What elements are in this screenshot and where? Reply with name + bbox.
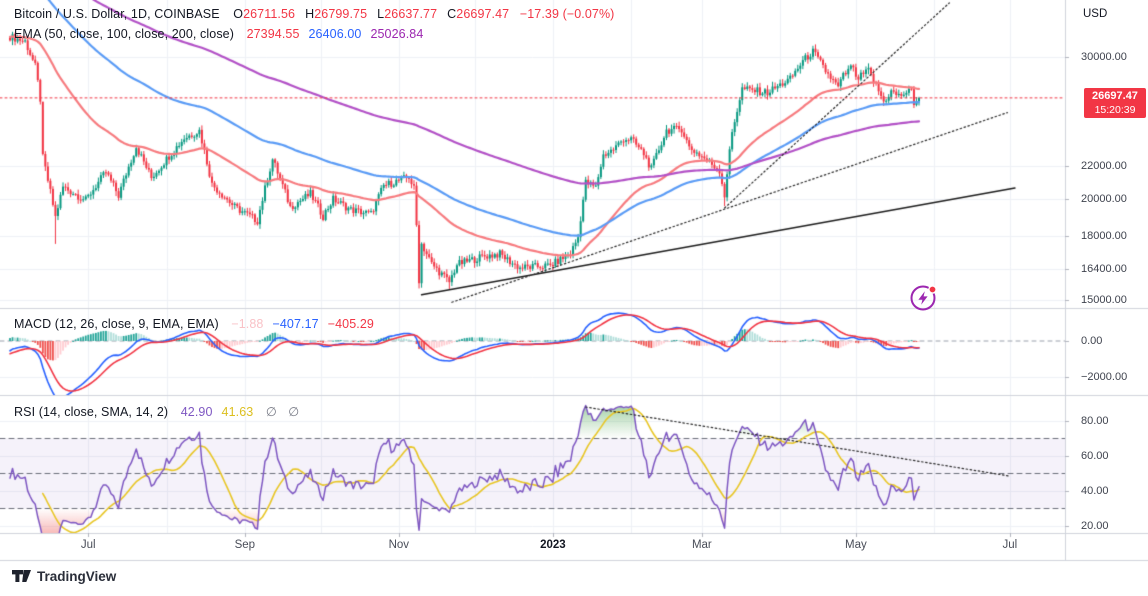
macd-values: −1.88 −407.17 −405.29 [222,317,374,331]
symbol-title: Bitcoin / U.S. Dollar, 1D, COINBASE [14,7,220,21]
ohlc-item: O26711.56 [233,7,296,21]
time-tick-label: Sep [234,539,256,551]
time-tick-label: Mar [691,539,712,551]
last-price-label: 26697.47 15:20:39 [1084,87,1146,118]
indicator-value: 25026.84 [370,27,424,41]
indicator-value: −1.88 [231,317,264,331]
change-value: −17.39 (−0.07%) [519,7,615,21]
ohlc-item: L26637.77 [377,7,438,21]
lightning-icon [910,285,937,311]
ema-legend[interactable]: EMA (50, close, 100, close, 200, close) … [14,27,423,41]
rsi-tick-label: 40.00 [1081,485,1109,497]
ohlc-item: H26799.75 [305,7,368,21]
price-tick-label: 30000.00 [1081,51,1127,63]
macd-title: MACD (12, 26, close, 9, EMA, EMA) [14,317,219,331]
rsi-empty-set-values: ∅ ∅ [265,405,304,419]
ema-values: 27394.55 26406.00 25026.84 [238,27,424,41]
rsi-legend[interactable]: RSI (14, close, SMA, 14, 2) 42.90 41.63 ∅… [14,404,303,419]
time-tick-label: Nov [388,539,410,551]
macd-tick-label: 0.00 [1081,335,1103,347]
ema-title: EMA (50, close, 100, close, 200, close) [14,27,234,41]
flash-boost-button[interactable] [906,280,940,314]
price-tick-label: 15000.00 [1081,293,1127,306]
price-tick-label: 22000.00 [1081,159,1127,172]
indicator-value: 42.90 [180,405,213,419]
rsi-values: 42.90 41.63 [172,405,254,419]
time-tick-label: Jul [1002,539,1018,551]
macd-tick-label: −2000.00 [1081,371,1128,383]
tradingview-logo-text: TradingView [37,568,117,584]
indicator-value: −407.17 [272,317,319,331]
rsi-title: RSI (14, close, SMA, 14, 2) [14,405,169,419]
indicator-value: 27394.55 [246,27,300,41]
rsi-tick-label: 80.00 [1081,415,1109,427]
price-axis-currency: USD [1083,8,1108,20]
symbol-legend[interactable]: Bitcoin / U.S. Dollar, 1D, COINBASE O267… [14,7,614,21]
time-tick-label: May [845,539,867,551]
indicator-value: −405.29 [327,317,374,331]
rsi-tick-label: 20.00 [1081,520,1109,532]
tradingview-logo-icon [12,570,31,582]
price-tick-label: 16400.00 [1081,262,1127,275]
tradingview-logo[interactable]: TradingView [12,566,116,586]
countdown-timer: 15:20:39 [1094,103,1136,116]
indicator-value: 26406.00 [308,27,362,41]
price-tick-label: 18000.00 [1081,230,1127,243]
price-tick-label: 20000.00 [1081,193,1127,206]
ohlc-item: C26697.47 [447,7,510,21]
ohlc-values: O26711.56 H26799.75 L26637.77 C26697.47 [223,7,509,21]
macd-legend[interactable]: MACD (12, 26, close, 9, EMA, EMA) −1.88−… [14,317,374,331]
last-price-value: 26697.47 [1092,89,1138,102]
time-tick-label: Jul [80,539,96,551]
rsi-tick-label: 60.00 [1081,450,1109,462]
time-tick-label: 2023 [540,539,566,551]
indicator-value: 41.63 [221,405,254,419]
